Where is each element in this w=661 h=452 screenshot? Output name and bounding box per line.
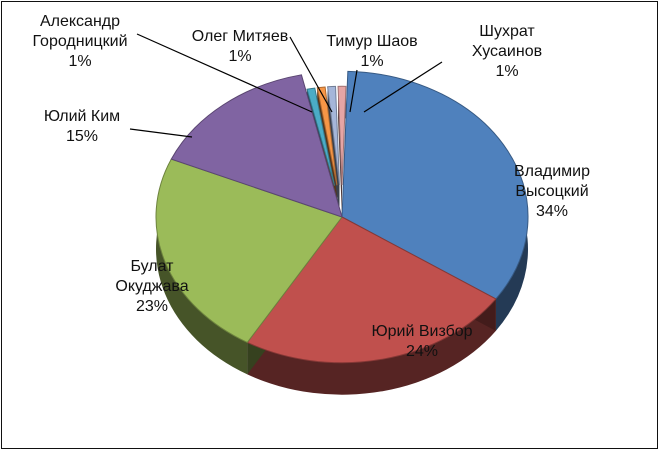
slice-label-percent: 1% [495, 63, 519, 80]
slice-label-text: Окуджава [115, 278, 189, 295]
slice-label-text: Высоцкий [515, 183, 589, 200]
slice-4 [306, 87, 335, 186]
leader-line-4 [136, 33, 313, 113]
slice-1 [246, 216, 497, 364]
slice-label-percent: 34% [535, 203, 569, 220]
slice-label-percent: 1% [68, 53, 92, 70]
slice-label-percent: 15% [65, 128, 99, 145]
slice-7 [337, 85, 347, 186]
slice-label-text: Городницкий [32, 33, 128, 50]
slice-label-text: Булат [130, 258, 174, 275]
slice-5 [316, 86, 338, 186]
leader-line-5 [289, 36, 333, 113]
slice-label-text: Олег Митяев [191, 28, 289, 45]
slice-label-text: Шухрат [479, 23, 535, 40]
slice-label-3: Юлий Ким 15% [44, 107, 120, 147]
leader-line-6 [349, 69, 358, 113]
slice-2 [155, 158, 343, 344]
slice-3 [170, 74, 343, 218]
slice-label-0: Владимир Высоцкий 34% [514, 162, 590, 222]
slice-label-1: Юрий Визбор 24% [371, 322, 472, 362]
slice-label-2: Булат Окуджава 23% [115, 257, 188, 317]
slice-label-text: Хусаинов [471, 43, 543, 60]
slice-label-5: Олег Митяев 1% [192, 27, 288, 67]
slice-0 [341, 70, 529, 300]
leader-line-7 [363, 61, 443, 113]
slice-label-text: Юлий Ким [43, 108, 121, 125]
slice-6 [327, 85, 340, 186]
slice-label-6: Тимур Шаов 1% [326, 32, 417, 72]
slice-label-4: Александр Городницкий 1% [32, 12, 127, 72]
slice-label-percent: 1% [228, 48, 252, 65]
slice-label-percent: 24% [405, 343, 439, 360]
slice-label-text: Владимир [513, 163, 591, 180]
leader-line-3 [129, 128, 193, 138]
slice-label-text: Тимур Шаов [326, 33, 418, 50]
slice-label-text: Юрий Визбор [371, 323, 473, 340]
slice-side-1 [247, 298, 496, 395]
slice-label-text: Александр [39, 13, 121, 30]
slice-label-7: Шухрат Хусаинов 1% [472, 22, 542, 82]
slice-label-percent: 1% [360, 53, 384, 70]
slice-label-percent: 23% [135, 298, 169, 315]
